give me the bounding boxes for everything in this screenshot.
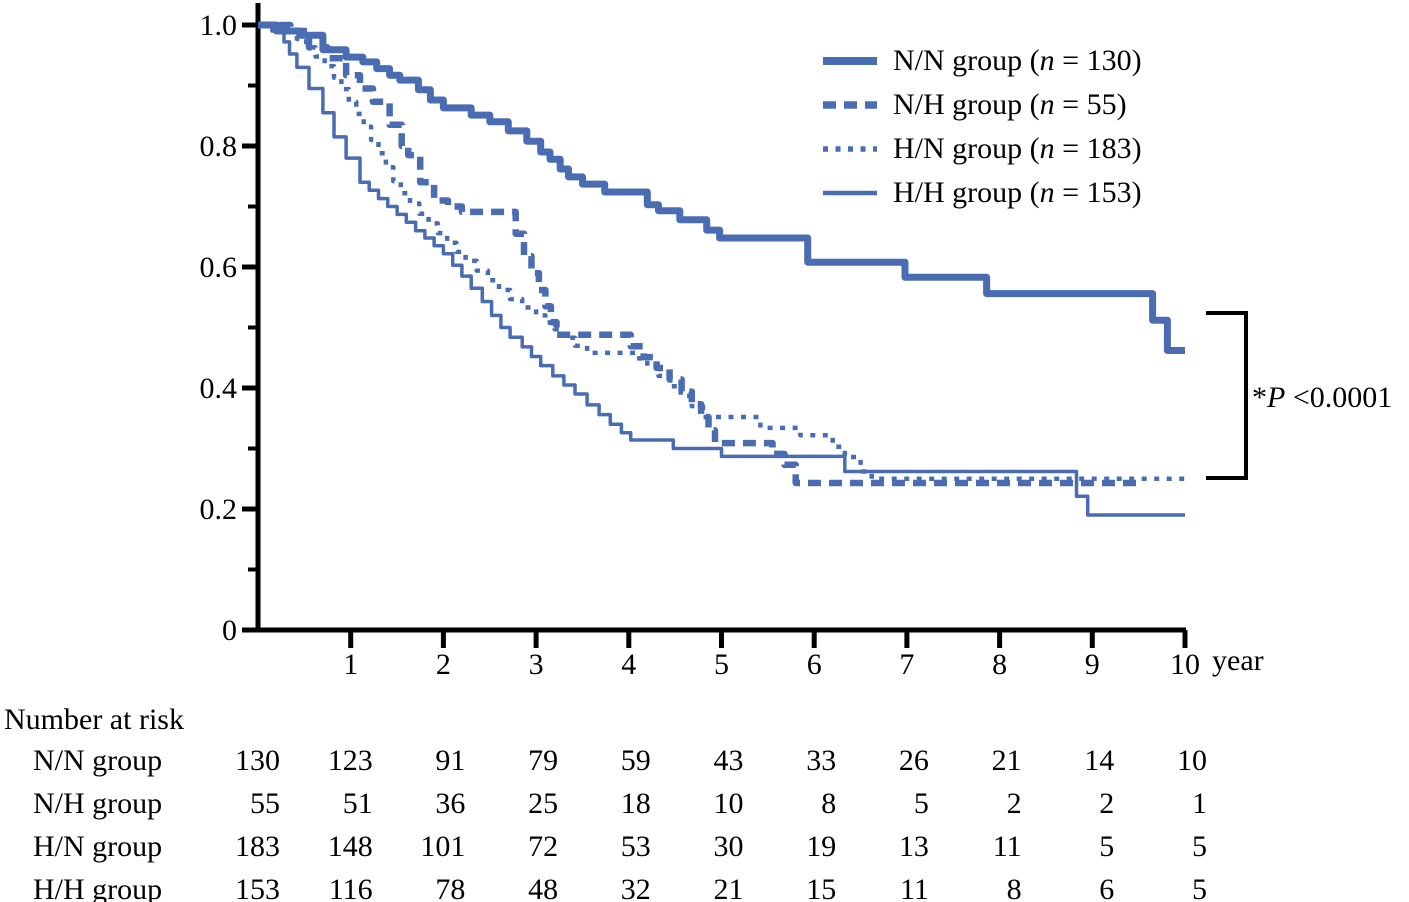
risk-value: 19: [806, 830, 837, 863]
risk-value: 8: [821, 787, 837, 820]
y-tick-label: 1.0: [200, 9, 238, 42]
risk-value: 59: [620, 744, 651, 777]
legend-label: H/H group (n = 153): [893, 176, 1142, 209]
risk-value: 5: [1192, 830, 1207, 863]
legend-item-h-n-group: H/N group (n = 183): [822, 127, 1142, 171]
risk-value: 5: [913, 787, 929, 820]
y-tick-label: 0.8: [200, 130, 238, 163]
risk-value: 10: [1177, 744, 1207, 777]
legend-item-n-h-group: N/H group (n = 55): [822, 83, 1142, 127]
risk-value: 51: [342, 787, 373, 820]
risk-value: 18: [620, 787, 651, 820]
x-tick-label: 8: [992, 648, 1007, 681]
x-tick-label: 5: [714, 648, 729, 681]
y-tick-label: 0.6: [200, 251, 238, 284]
legend-label: N/N group (n = 130): [893, 44, 1142, 77]
risk-value: 8: [1006, 873, 1022, 902]
risk-value: 116: [328, 873, 373, 902]
risk-value: 21: [713, 873, 744, 902]
risk-value: 1: [1192, 787, 1207, 820]
risk-value: 13: [898, 830, 929, 863]
risk-value: 2: [1099, 787, 1115, 820]
legend-dashed-line-icon: [823, 101, 877, 109]
risk-row-label-h-h-group: H/H group: [33, 873, 163, 902]
x-tick-label: 7: [899, 648, 914, 681]
x-axis-unit-label: year: [1212, 644, 1264, 677]
x-tick-label: 10: [1170, 648, 1200, 681]
risk-value: 14: [1084, 744, 1115, 777]
risk-value: 148: [327, 830, 373, 863]
legend-label: N/H group (n = 55): [893, 88, 1127, 121]
legend-dotted-line-icon: [823, 146, 877, 152]
risk-row-label-n-h-group: N/H group: [33, 787, 163, 820]
risk-value: 30: [713, 830, 744, 863]
risk-value: 78: [435, 873, 466, 902]
risk-value: 55: [250, 787, 280, 820]
p-value-star: *: [1252, 381, 1267, 414]
curve-h-h-group: [258, 23, 1185, 517]
risk-value: 10: [713, 787, 744, 820]
risk-value: 101: [420, 830, 466, 863]
legend-item-n-n-group: N/N group (n = 130): [822, 39, 1142, 83]
comparison-bracket: [1206, 311, 1248, 480]
curve-n-h-group: [258, 21, 1144, 487]
risk-value: 36: [435, 787, 466, 820]
y-tick-label: 0.4: [200, 372, 238, 405]
x-tick-label: 6: [807, 648, 822, 681]
x-tick-label: 3: [529, 648, 544, 681]
risk-value: 6: [1099, 873, 1115, 902]
survival-plot: 1.0 0.8 0.6 0.4 0.2 0 1 2 3 4 5 6 7 8 9 10: [200, 3, 1248, 681]
risk-value: 123: [327, 744, 373, 777]
legend-item-h-h-group: H/H group (n = 153): [822, 171, 1142, 215]
risk-value: 5: [1192, 873, 1207, 902]
risk-value: 11: [992, 830, 1022, 863]
risk-value: 11: [900, 873, 929, 902]
legend-solid-line-icon: [823, 57, 877, 65]
curve-n-n-group: [258, 21, 1185, 354]
p-value-annotation: *P <0.0001: [1252, 381, 1392, 415]
risk-value: 25: [528, 787, 559, 820]
risk-value: 130: [235, 744, 280, 777]
risk-value: 153: [235, 873, 280, 902]
risk-value: 183: [235, 830, 280, 863]
legend-label: H/N group (n = 183): [893, 132, 1142, 165]
risk-value: 32: [620, 873, 651, 902]
x-tick-label: 1: [343, 648, 358, 681]
y-tick-label: 0.2: [200, 493, 238, 526]
risk-value: 33: [806, 744, 837, 777]
legend-solid-line-icon: [823, 190, 877, 196]
legend: N/N group (n = 130) N/H group (n = 55) H/N…: [822, 39, 1142, 215]
risk-value: 53: [620, 830, 651, 863]
risk-value: 48: [528, 873, 559, 902]
risk-value: 79: [528, 744, 559, 777]
risk-value: 26: [898, 744, 929, 777]
risk-row-label-n-n-group: N/N group: [33, 744, 163, 777]
risk-value: 15: [806, 873, 837, 902]
risk-value: 43: [713, 744, 744, 777]
p-value-number: <0.0001: [1285, 381, 1393, 414]
p-value-symbol: P: [1267, 381, 1286, 414]
risk-value: 2: [1006, 787, 1022, 820]
risk-row-label-h-n-group: H/N group: [33, 830, 163, 863]
risk-value: 5: [1099, 830, 1115, 863]
x-tick-label: 4: [621, 648, 636, 681]
risk-value: 21: [991, 744, 1022, 777]
y-tick-label: 0: [222, 614, 237, 647]
x-tick-label: 9: [1085, 648, 1100, 681]
risk-value: 72: [528, 830, 559, 863]
risk-table-title: Number at risk: [4, 703, 184, 736]
risk-value: 91: [435, 744, 466, 777]
x-tick-label: 2: [436, 648, 451, 681]
